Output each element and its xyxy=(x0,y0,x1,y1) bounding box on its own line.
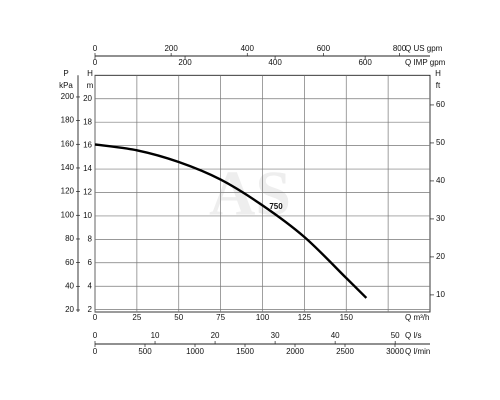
y-tick-label: 4 xyxy=(88,281,93,290)
lpm-axis-tick-label: 2500 xyxy=(336,347,354,356)
lps-axis-tick-label: 40 xyxy=(331,331,340,340)
feet-tick-label: 60 xyxy=(436,100,445,109)
lps-axis-tick-label: 30 xyxy=(271,331,280,340)
lps-axis-tick-label: 20 xyxy=(211,331,220,340)
imp-gpm-axis-tick-label: 400 xyxy=(268,58,282,67)
lpm-axis-tick-label: 1500 xyxy=(236,347,254,356)
lpm-axis-tick-label: 0 xyxy=(93,347,98,356)
imp-gpm-axis-tick-label: 600 xyxy=(358,58,372,67)
imp-gpm-axis-tick-label: 200 xyxy=(178,58,192,67)
x-tick-label: 25 xyxy=(132,313,141,322)
feet-axis-label: H xyxy=(435,69,441,78)
pressure-tick-label: 60 xyxy=(65,258,74,267)
feet-tick-label: 50 xyxy=(436,138,445,147)
y-tick-label: 14 xyxy=(83,164,92,173)
pressure-tick-label: 80 xyxy=(65,234,74,243)
feet-tick-label: 30 xyxy=(436,214,445,223)
us-gpm-axis-tick-label: 600 xyxy=(317,44,331,53)
y-tick-label: 10 xyxy=(83,211,92,220)
lps-axis-label: Q l/s xyxy=(405,331,421,340)
lpm-axis-tick-label: 500 xyxy=(138,347,152,356)
x-tick-label: 50 xyxy=(174,313,183,322)
pressure-tick-label: 120 xyxy=(61,187,75,196)
pressure-tick-label: 180 xyxy=(61,116,75,125)
pressure-tick-label: 20 xyxy=(65,305,74,314)
y-tick-label: 20 xyxy=(83,94,92,103)
x-tick-label: 0 xyxy=(93,313,98,322)
x-axis-label: Q m³/h xyxy=(405,313,429,322)
pressure-axis-label: kPa xyxy=(59,81,73,90)
y-tick-label: 2 xyxy=(88,305,93,314)
y-tick-label: 6 xyxy=(88,258,93,267)
x-tick-label: 150 xyxy=(340,313,354,322)
x-tick-label: 125 xyxy=(298,313,312,322)
pressure-tick-label: 160 xyxy=(61,139,75,148)
lpm-axis-tick-label: 3000 xyxy=(386,347,404,356)
us-gpm-axis-tick-label: 800 xyxy=(393,44,407,53)
feet-tick-label: 20 xyxy=(436,252,445,261)
feet-tick-label: 40 xyxy=(436,176,445,185)
curve xyxy=(94,143,368,299)
feet-tick-label: 10 xyxy=(436,290,445,299)
us-gpm-axis-label: Q US gpm xyxy=(405,44,443,53)
pressure-axis-label: P xyxy=(63,69,68,78)
pressure-tick-label: 100 xyxy=(61,210,75,219)
curve-label: 750 xyxy=(269,202,283,211)
imp-gpm-axis-label: Q IMP gpm xyxy=(405,58,446,67)
lps-axis-tick-label: 50 xyxy=(391,331,400,340)
pressure-tick-label: 140 xyxy=(61,163,75,172)
lps-axis-tick-label: 0 xyxy=(93,331,98,340)
y-tick-label: 18 xyxy=(83,117,92,126)
lpm-axis-tick-label: 2000 xyxy=(286,347,304,356)
x-tick-label: 100 xyxy=(256,313,270,322)
y-tick-label: 12 xyxy=(83,188,92,197)
x-tick-label: 75 xyxy=(216,313,225,322)
lpm-axis-tick-label: 1000 xyxy=(186,347,204,356)
us-gpm-axis-tick-label: 0 xyxy=(93,44,98,53)
y-tick-label: 8 xyxy=(88,234,93,243)
y-axis-label: m xyxy=(87,81,94,90)
y-axis-label: H xyxy=(87,69,93,78)
us-gpm-axis-tick-label: 200 xyxy=(164,44,178,53)
pressure-tick-label: 200 xyxy=(61,92,75,101)
imp-gpm-axis-tick-label: 0 xyxy=(93,58,98,67)
lpm-axis-label: Q l/min xyxy=(405,347,430,356)
y-tick-label: 16 xyxy=(83,141,92,150)
us-gpm-axis-tick-label: 400 xyxy=(241,44,255,53)
lps-axis-tick-label: 10 xyxy=(151,331,160,340)
pressure-tick-label: 40 xyxy=(65,281,74,290)
feet-axis-label: ft xyxy=(436,81,441,90)
